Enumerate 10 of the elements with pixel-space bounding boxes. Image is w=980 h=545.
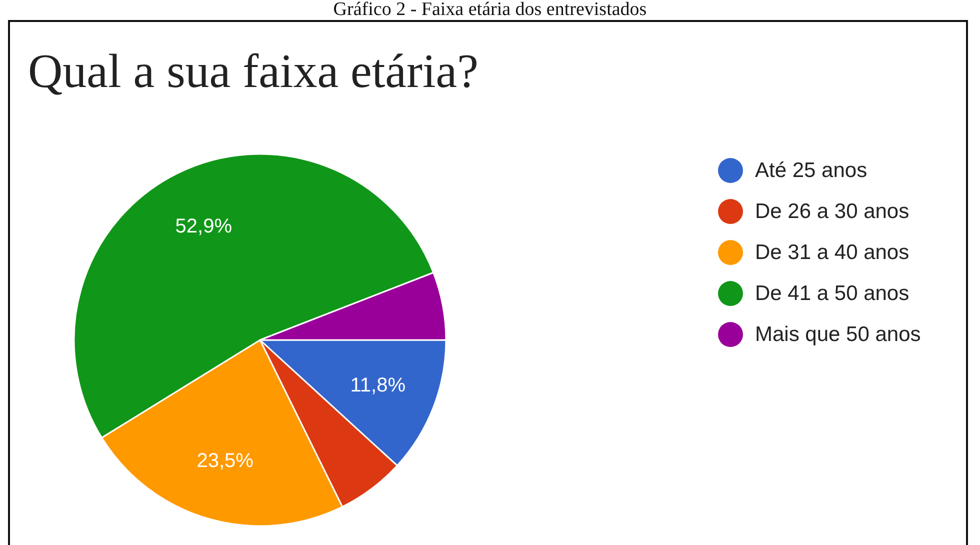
text: Gráfico 2 - Faixa etária dos entrevistados [332, 0, 648, 20]
legend-label: De 26 a 30 anos [755, 200, 910, 224]
data-label: 11,8% [350, 374, 406, 396]
data-label: 52,9% [175, 215, 232, 238]
legend-label: De 31 a 40 anos [755, 240, 910, 264]
data-label: 23,5% [196, 450, 254, 472]
legend-label: Mais que 50 anos [755, 322, 921, 346]
chart-title: Qual a sua faixa etária? [28, 44, 478, 99]
legend-label: Até 25 anos [755, 158, 868, 182]
legend-label: De 41 a 50 anos [755, 282, 910, 306]
